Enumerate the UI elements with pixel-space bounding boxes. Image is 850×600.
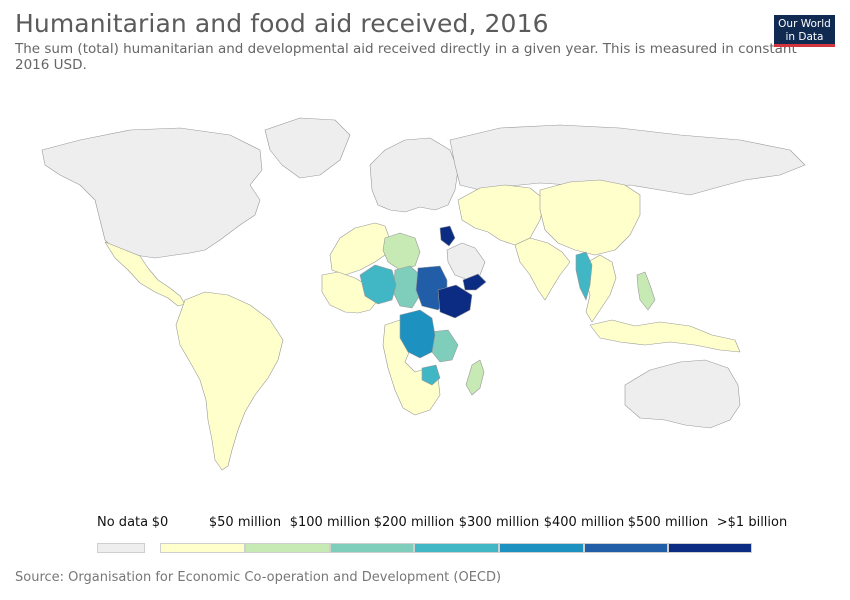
legend-label-3: $200 million bbox=[373, 515, 455, 530]
region-west-africa[interactable] bbox=[321, 271, 379, 314]
region-dr-congo[interactable] bbox=[399, 309, 436, 359]
region-mali-niger[interactable] bbox=[359, 264, 397, 305]
legend-label-1: $50 million bbox=[208, 515, 282, 530]
region-yemen[interactable] bbox=[462, 273, 487, 291]
region-south-america[interactable] bbox=[175, 291, 284, 471]
region-india[interactable] bbox=[514, 237, 571, 301]
region-zimbabwe[interactable] bbox=[421, 364, 441, 386]
legend-label-2: $100 million bbox=[289, 515, 371, 530]
world-map bbox=[41, 117, 806, 471]
legend-label-0: $0 bbox=[151, 515, 169, 530]
legend-swatch-bin-5[interactable] bbox=[584, 543, 668, 553]
chart-title: Humanitarian and food aid received, 2016 bbox=[15, 9, 549, 38]
legend-swatch-no-data[interactable] bbox=[97, 543, 145, 553]
legend-label-4: $300 million bbox=[458, 515, 540, 530]
owid-logo[interactable]: Our World in Data bbox=[774, 15, 835, 47]
region-madagascar[interactable] bbox=[465, 359, 485, 396]
region-philippines[interactable] bbox=[636, 271, 656, 311]
legend-swatch-bin-6[interactable] bbox=[668, 543, 752, 553]
region-myanmar[interactable] bbox=[575, 251, 593, 301]
region-central-south-asia[interactable] bbox=[457, 184, 546, 246]
region-syria[interactable] bbox=[439, 225, 456, 247]
region-north-america[interactable] bbox=[41, 127, 263, 259]
logo-line-1: Our World bbox=[778, 18, 831, 30]
legend-swatch-bin-4[interactable] bbox=[499, 543, 584, 553]
legend-swatch-bin-3[interactable] bbox=[414, 543, 499, 553]
region-ethiopia[interactable] bbox=[437, 284, 473, 319]
region-saudi-arabia[interactable] bbox=[446, 242, 486, 281]
map-legend: No data $0 $50 million $100 million $200… bbox=[0, 505, 850, 565]
chart-subtitle: The sum (total) humanitarian and develop… bbox=[15, 41, 797, 73]
region-indonesia[interactable] bbox=[589, 319, 741, 353]
legend-label-no-data: No data bbox=[97, 515, 149, 530]
source-note: Source: Organisation for Economic Co-ope… bbox=[15, 570, 502, 585]
region-chad[interactable] bbox=[392, 265, 421, 309]
legend-label-6: $500 million bbox=[627, 515, 709, 530]
legend-label-5: $400 million bbox=[543, 515, 625, 530]
region-greenland[interactable] bbox=[264, 117, 351, 179]
region-china-mongolia[interactable] bbox=[539, 179, 641, 256]
map-regions bbox=[41, 117, 806, 471]
legend-swatch-bin-2[interactable] bbox=[330, 543, 414, 553]
legend-swatch-bin-1[interactable] bbox=[245, 543, 330, 553]
legend-swatch-bin-0[interactable] bbox=[160, 543, 245, 553]
region-europe[interactable] bbox=[369, 137, 459, 213]
region-libya[interactable] bbox=[382, 232, 421, 271]
logo-line-2: in Data bbox=[785, 31, 824, 43]
region-australia[interactable] bbox=[624, 359, 741, 429]
region-russia[interactable] bbox=[449, 124, 806, 196]
legend-label-7: >$1 billion bbox=[716, 515, 788, 530]
